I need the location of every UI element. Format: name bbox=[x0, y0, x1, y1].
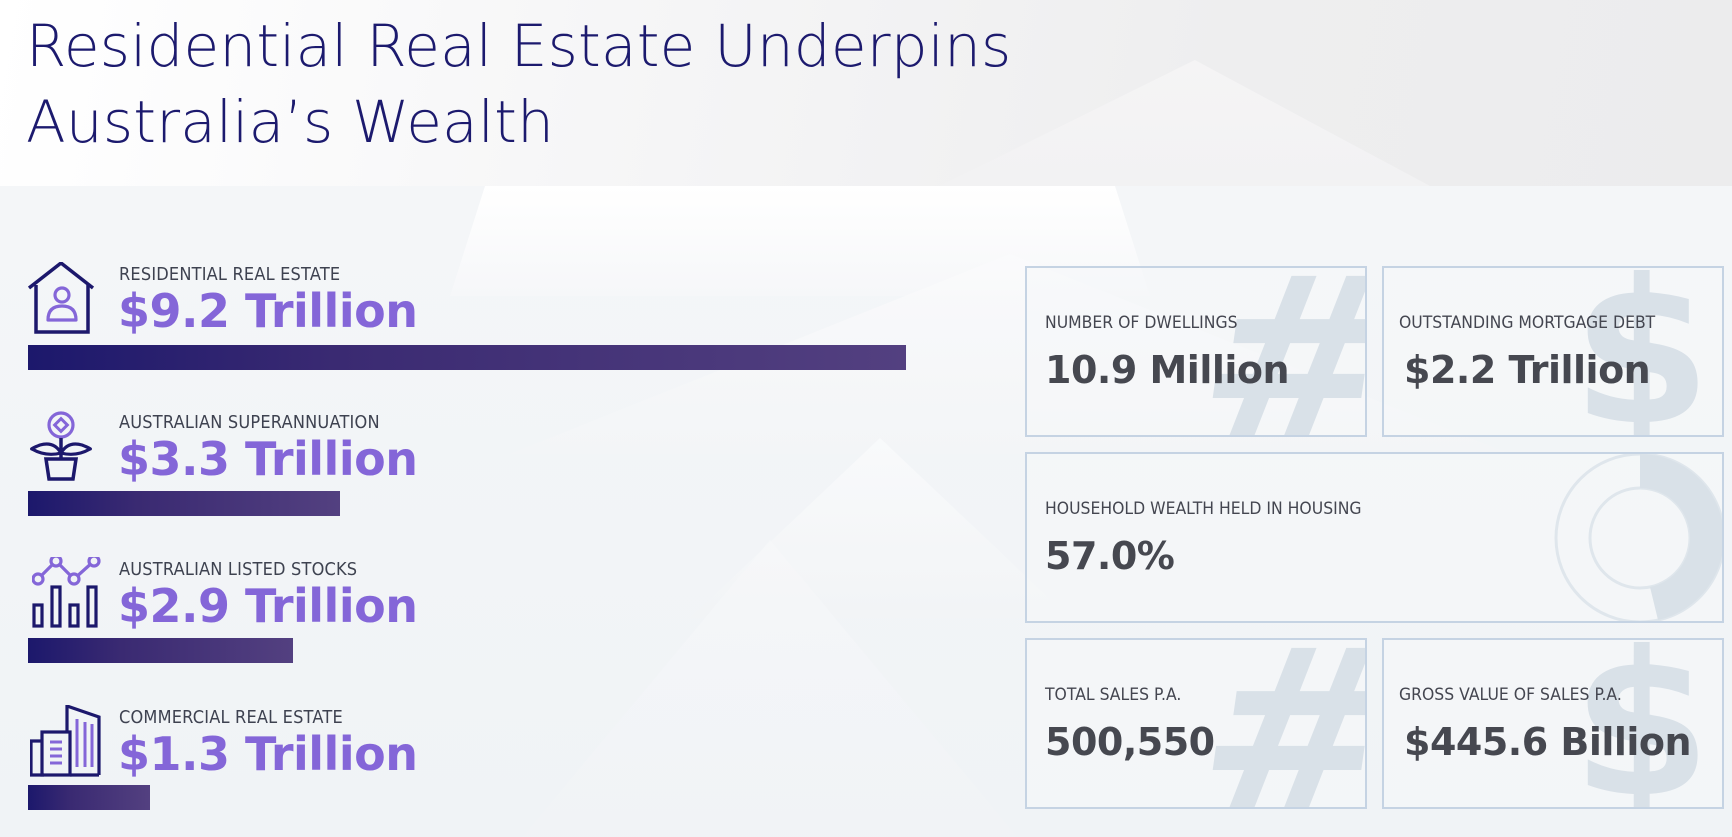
kpi-value: $445.6 Billion bbox=[1404, 720, 1692, 764]
kpi-card-outstanding-mortgage-debt: $ OUTSTANDING MORTGAGE DEBT $2.2 Trillio… bbox=[1382, 266, 1724, 437]
page-title-line-2: Australia’s Wealth bbox=[26, 88, 555, 156]
metric-australian-listed-stocks: AUSTRALIAN LISTED STOCKS $2.9 Trillion bbox=[0, 557, 1000, 669]
metric-bar bbox=[28, 491, 340, 516]
kpi-value: $2.2 Trillion bbox=[1404, 348, 1651, 392]
header-background bbox=[0, 0, 1732, 186]
kpi-label: HOUSEHOLD WEALTH HELD IN HOUSING bbox=[1045, 499, 1362, 519]
kpi-card-household-wealth-in-housing: HOUSEHOLD WEALTH HELD IN HOUSING 57.0% bbox=[1025, 452, 1724, 623]
metric-bar bbox=[28, 638, 293, 663]
kpi-value: 500,550 bbox=[1045, 720, 1215, 764]
kpi-value: 57.0% bbox=[1045, 534, 1175, 578]
kpi-label: TOTAL SALES P.A. bbox=[1045, 685, 1182, 705]
kpi-card-number-of-dwellings: # NUMBER OF DWELLINGS 10.9 Million bbox=[1025, 266, 1367, 437]
kpi-card-gross-value-of-sales: $ GROSS VALUE OF SALES P.A. $445.6 Billi… bbox=[1382, 638, 1724, 809]
metric-value: $9.2 Trillion bbox=[118, 284, 418, 338]
metric-value: $1.3 Trillion bbox=[118, 727, 418, 781]
metric-label: RESIDENTIAL REAL ESTATE bbox=[119, 264, 341, 285]
metric-commercial-real-estate: COMMERCIAL REAL ESTATE $1.3 Trillion bbox=[0, 705, 1000, 817]
kpi-label: GROSS VALUE OF SALES P.A. bbox=[1399, 685, 1622, 705]
office-buildings-icon bbox=[30, 705, 101, 777]
plant-coin-icon bbox=[30, 411, 92, 481]
metric-australian-superannuation: AUSTRALIAN SUPERANNUATION $3.3 Trillion bbox=[0, 410, 1000, 522]
metric-value: $3.3 Trillion bbox=[118, 432, 418, 486]
stock-chart-icon bbox=[32, 557, 101, 628]
metric-bar bbox=[28, 785, 150, 810]
metric-label: AUSTRALIAN SUPERANNUATION bbox=[119, 412, 380, 433]
page-title: Residential Real Estate Underpins Austra… bbox=[26, 8, 1011, 160]
page-title-line-1: Residential Real Estate Underpins bbox=[26, 12, 1012, 80]
metric-value: $2.9 Trillion bbox=[118, 579, 418, 633]
kpi-value: 10.9 Million bbox=[1045, 348, 1290, 392]
metric-label: AUSTRALIAN LISTED STOCKS bbox=[119, 559, 358, 580]
metric-bar bbox=[28, 345, 906, 370]
kpi-label: OUTSTANDING MORTGAGE DEBT bbox=[1399, 313, 1656, 333]
metric-residential-real-estate: RESIDENTIAL REAL ESTATE $9.2 Trillion bbox=[0, 262, 1000, 374]
metric-label: COMMERCIAL REAL ESTATE bbox=[119, 707, 343, 728]
kpi-card-total-sales: # TOTAL SALES P.A. 500,550 bbox=[1025, 638, 1367, 809]
donut-chart-icon bbox=[1554, 454, 1722, 621]
house-person-icon bbox=[27, 262, 95, 334]
kpi-label: NUMBER OF DWELLINGS bbox=[1045, 313, 1238, 333]
